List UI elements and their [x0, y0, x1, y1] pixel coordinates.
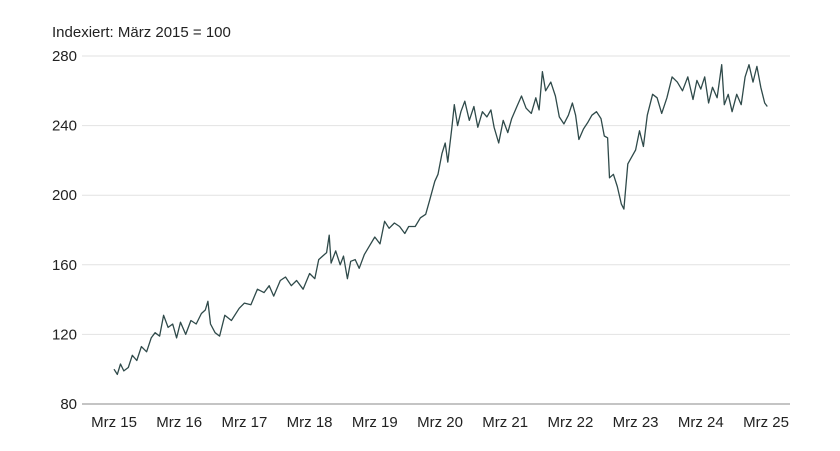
x-tick-label: Mrz 20: [417, 414, 463, 431]
series-layer: [113, 64, 768, 376]
y-axis-tick-labels: 80 120 160 200 240 280: [52, 48, 77, 413]
x-tick-label: Mrz 16: [156, 414, 202, 431]
x-tick-label: Mrz 15: [91, 414, 137, 431]
x-tick-label: Mrz 23: [613, 414, 659, 431]
y-tick-label: 240: [52, 118, 77, 135]
y-tick-label: 80: [60, 396, 77, 413]
x-tick-label: Mrz 19: [352, 414, 398, 431]
x-tick-label: Mrz 18: [287, 414, 333, 431]
y-tick-label: 200: [52, 187, 77, 204]
y-tick-label: 160: [52, 257, 77, 274]
series-line: [113, 64, 768, 376]
chart-subtitle: Indexiert: März 2015 = 100: [52, 24, 231, 41]
x-axis-tick-labels: Mrz 15 Mrz 16 Mrz 17 Mrz 18 Mrz 19 Mrz 20 Mrz …: [91, 414, 789, 431]
x-tick-label: Mrz 25: [743, 414, 789, 431]
y-tick-label: 280: [52, 48, 77, 65]
x-tick-label: Mrz 21: [482, 414, 528, 431]
x-tick-label: Mrz 17: [221, 414, 267, 431]
x-tick-label: Mrz 24: [678, 414, 724, 431]
x-tick-label: Mrz 22: [547, 414, 593, 431]
gridlines: [82, 55, 790, 405]
y-tick-label: 120: [52, 326, 77, 343]
